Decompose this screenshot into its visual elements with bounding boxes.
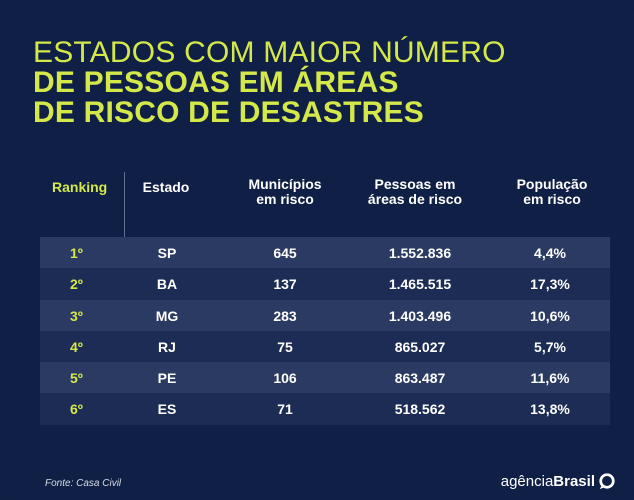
cell-municipios: 645 <box>273 245 297 261</box>
brand-logo: agência Brasil <box>501 472 616 490</box>
header-populacao-line-2: em risco <box>523 191 581 207</box>
cell-rank: 1º <box>70 245 83 261</box>
cell-pessoas: 518.562 <box>394 401 446 418</box>
cell-municipios: 71 <box>277 401 293 418</box>
cell-state: SP <box>157 245 177 261</box>
cell-rank: 4º <box>70 338 83 355</box>
cell-populacao: 13,8% <box>530 401 570 418</box>
table-row: 5º PE 106 863.487 11,6% <box>40 362 610 394</box>
title-line-1: ESTADOS COM MAIOR NÚMERO <box>33 36 506 69</box>
cell-rank: 6º <box>70 401 83 418</box>
cell-state: PE <box>157 370 177 387</box>
cell-state: ES <box>157 401 177 418</box>
title-line-2: DE PESSOAS EM ÁREAS <box>33 66 399 99</box>
table-body: 1º SP 645 1.552.836 4,4% 2º BA 137 1.465… <box>40 237 610 425</box>
cell-municipios: 75 <box>277 338 293 355</box>
source-note: Fonte: Casa Civil <box>45 478 122 489</box>
table-row: 4º RJ 75 865.027 5,7% <box>40 330 610 363</box>
cell-rank: 2º <box>70 276 83 293</box>
cell-populacao: 11,6% <box>530 370 570 387</box>
header-pessoas: Pessoas em áreas de risco <box>355 177 475 207</box>
brand-text-bold: Brasil <box>553 472 595 490</box>
cell-state: RJ <box>158 338 176 355</box>
header-populacao: População em risco <box>502 177 602 207</box>
cell-populacao: 4,4% <box>534 245 566 261</box>
cell-populacao: 17,3% <box>530 276 570 293</box>
cell-rank: 3º <box>70 307 83 324</box>
cell-pessoas: 865.027 <box>394 338 446 355</box>
table-row: 2º BA 137 1.465.515 17,3% <box>40 268 610 300</box>
header-ranking: Ranking <box>52 179 108 195</box>
cell-pessoas: 863.487 <box>394 370 446 387</box>
cell-state: BA <box>156 276 178 293</box>
header-pessoas-line-2: áreas de risco <box>367 191 463 207</box>
cell-municipios: 283 <box>273 307 297 324</box>
header-estado: Estado <box>142 179 190 195</box>
header-pessoas-line-1: Pessoas em <box>374 176 456 192</box>
cell-populacao: 10,6% <box>530 307 570 324</box>
header-divider <box>124 172 125 242</box>
header-populacao-line-1: População <box>516 176 588 192</box>
cell-pessoas: 1.465.515 <box>388 276 452 293</box>
cell-pessoas: 1.403.496 <box>388 307 452 324</box>
cell-rank: 5º <box>70 370 83 387</box>
page-title: ESTADOS COM MAIOR NÚMERO DE PESSOAS EM Á… <box>33 38 613 128</box>
table-row: 6º ES 71 518.562 13,8% <box>40 393 610 425</box>
cell-populacao: 5,7% <box>534 338 566 355</box>
cell-pessoas: 1.552.836 <box>388 245 452 261</box>
table-row: 1º SP 645 1.552.836 4,4% <box>40 237 610 269</box>
header-municipios-line-1: Municípios <box>248 176 322 192</box>
cell-municipios: 137 <box>273 276 297 293</box>
brand-text-light: agência <box>500 472 554 490</box>
cell-state: MG <box>155 307 179 324</box>
agencia-brasil-logo-icon <box>599 473 615 490</box>
title-line-3: DE RISCO DE DESASTRES <box>33 96 424 129</box>
header-municipios-line-2: em risco <box>256 191 314 207</box>
cell-municipios: 106 <box>273 370 297 387</box>
table-row: 3º MG 283 1.403.496 10,6% <box>40 299 610 331</box>
table-header: Ranking Estado Municípios em risco Pesso… <box>0 177 634 217</box>
header-municipios: Municípios em risco <box>240 177 330 207</box>
